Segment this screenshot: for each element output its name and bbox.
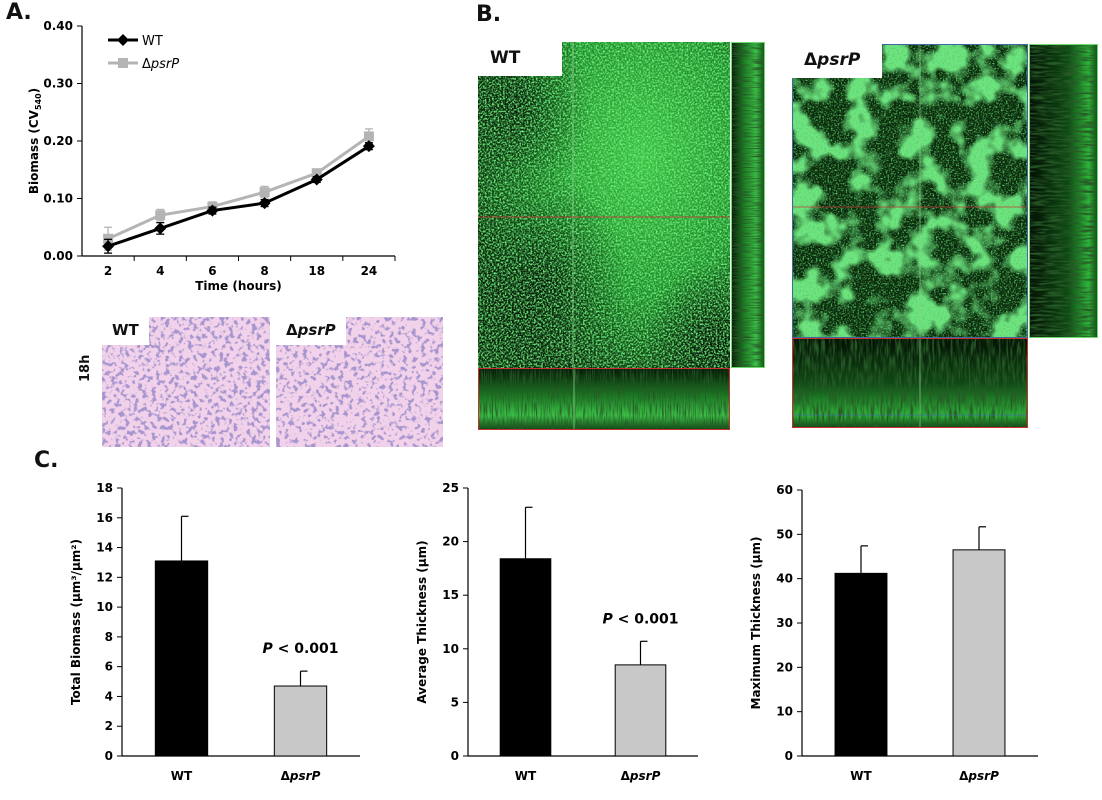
panel-label-a: A.	[6, 0, 32, 25]
x-tick-label: ΔpsrP	[621, 769, 661, 783]
y-tick-label: 20	[442, 535, 459, 549]
legend-label-psrp: ΔpsrP	[142, 57, 179, 72]
legend-label-wt: WT	[142, 34, 163, 49]
confocal-wt-yz	[731, 42, 765, 368]
y-tick-label: 60	[776, 483, 793, 497]
x-tick-label: WT	[515, 769, 537, 783]
p-value-annotation: P < 0.001	[602, 611, 678, 627]
confocal-psrp-xy	[792, 44, 1028, 338]
bar-wt	[499, 558, 552, 757]
data-point-wt	[258, 197, 271, 210]
y-tick-label: 6	[105, 660, 113, 674]
y-tick-label: 0.40	[43, 19, 73, 33]
data-point-wt	[154, 222, 167, 235]
panel-label-c: C.	[34, 448, 59, 473]
data-point-psrp	[311, 168, 322, 179]
data-point-wt	[206, 204, 219, 217]
y-tick-label: 2	[105, 719, 113, 733]
confocal-psrp-xz	[792, 338, 1028, 428]
x-tick-label: WT	[850, 769, 872, 783]
bar-psrp	[952, 549, 1006, 757]
y-tick-label: 20	[776, 660, 793, 674]
x-tick-label: 4	[156, 264, 164, 278]
y-tick-label: 10	[442, 642, 459, 656]
legend-marker-wt	[117, 34, 129, 46]
y-tick-label: 18	[96, 481, 113, 495]
y-tick-label: 40	[776, 572, 793, 586]
y-tick-label: 5	[451, 695, 459, 709]
confocal-wt-bottom-texture	[479, 369, 729, 429]
y-tick-label: 12	[96, 570, 113, 584]
stain-label-wt: WT	[102, 317, 149, 345]
bar-psrp	[273, 685, 328, 757]
y-tick-label: 0	[785, 749, 793, 763]
x-tick-label: ΔpsrP	[281, 769, 321, 783]
y-tick-label: 30	[776, 616, 793, 630]
y-tick-label: 4	[105, 689, 113, 703]
y-tick-label: 14	[96, 541, 113, 555]
p-value-annotation: P < 0.001	[262, 641, 338, 657]
x-tick-label: 8	[260, 264, 268, 278]
y-axis-title: Biomass (CV540)	[27, 88, 43, 194]
y-tick-label: 0.30	[43, 77, 73, 91]
data-point-psrp	[155, 210, 166, 221]
x-tick-label: 18	[308, 264, 325, 278]
x-tick-label: ΔpsrP	[959, 769, 999, 783]
data-point-psrp	[363, 131, 374, 142]
y-tick-label: 0.00	[43, 249, 73, 263]
y-tick-label: 10	[776, 705, 793, 719]
y-tick-label: 8	[105, 630, 113, 644]
series-line-psrp	[107, 135, 370, 241]
data-point-wt	[310, 173, 323, 186]
panel-label-b: B.	[476, 2, 502, 27]
maximum-thickness-bar-chart: 0 10 20 30 40 50 60 WT ΔpsrP Maximum Thickness (µ…	[749, 483, 1038, 783]
data-point-wt	[362, 140, 375, 153]
confocal-wt-xz	[478, 368, 730, 430]
y-tick-label: 10	[96, 600, 113, 614]
y-tick-label: 50	[776, 527, 793, 541]
x-tick-label: 24	[361, 264, 378, 278]
legend-marker-psrp	[118, 58, 128, 68]
average-thickness-bar-chart: 0 5 10 15 20 25 WT ΔpsrP P < 0.001 Average Thickn…	[415, 481, 698, 783]
confocal-wt-texture	[478, 42, 730, 368]
x-tick-label: 6	[208, 264, 216, 278]
x-tick-label: 2	[104, 264, 112, 278]
confocal-psrp-bottom-texture	[793, 339, 1027, 427]
series-line-wt	[107, 144, 370, 248]
y-axis-title: Total Biomass (µm³/µm²)	[69, 539, 83, 705]
confocal-psrp-yz	[1029, 44, 1098, 338]
confocal-psrp-side-texture	[1030, 45, 1097, 337]
x-axis-title: Time (hours)	[195, 279, 281, 293]
y-tick-label: 0	[105, 749, 113, 763]
bar-wt	[834, 572, 888, 757]
confocal-wt-xy	[478, 42, 730, 368]
total-biomass-bar-chart: 0 2 4 6 8 10 12 14 16 18 WT ΔpsrP P < 0.001 Total Bio…	[69, 481, 360, 783]
confocal-label-psrp: ΔpsrP	[792, 44, 882, 78]
y-axis-title: Maximum Thickness (µm)	[749, 536, 763, 709]
y-axis-title: Average Thickness (µm)	[415, 540, 429, 703]
y-tick-label: 25	[442, 481, 459, 495]
y-tick-label: 0.20	[43, 134, 73, 148]
y-tick-label: 16	[96, 511, 113, 525]
confocal-label-wt: WT	[478, 42, 562, 76]
y-tick-label: 0	[451, 749, 459, 763]
x-tick-label: WT	[171, 769, 193, 783]
y-tick-label: 15	[442, 588, 459, 602]
stain-row-label: 18h	[78, 354, 93, 382]
stain-label-psrp: ΔpsrP	[276, 317, 346, 345]
confocal-psrp-texture	[793, 45, 1027, 337]
confocal-wt-side-texture	[732, 43, 764, 367]
y-tick-label: 0.10	[43, 192, 73, 206]
data-point-psrp	[259, 187, 270, 198]
data-point-wt	[102, 240, 115, 253]
bar-wt	[154, 560, 209, 757]
bar-psrp	[614, 664, 667, 757]
